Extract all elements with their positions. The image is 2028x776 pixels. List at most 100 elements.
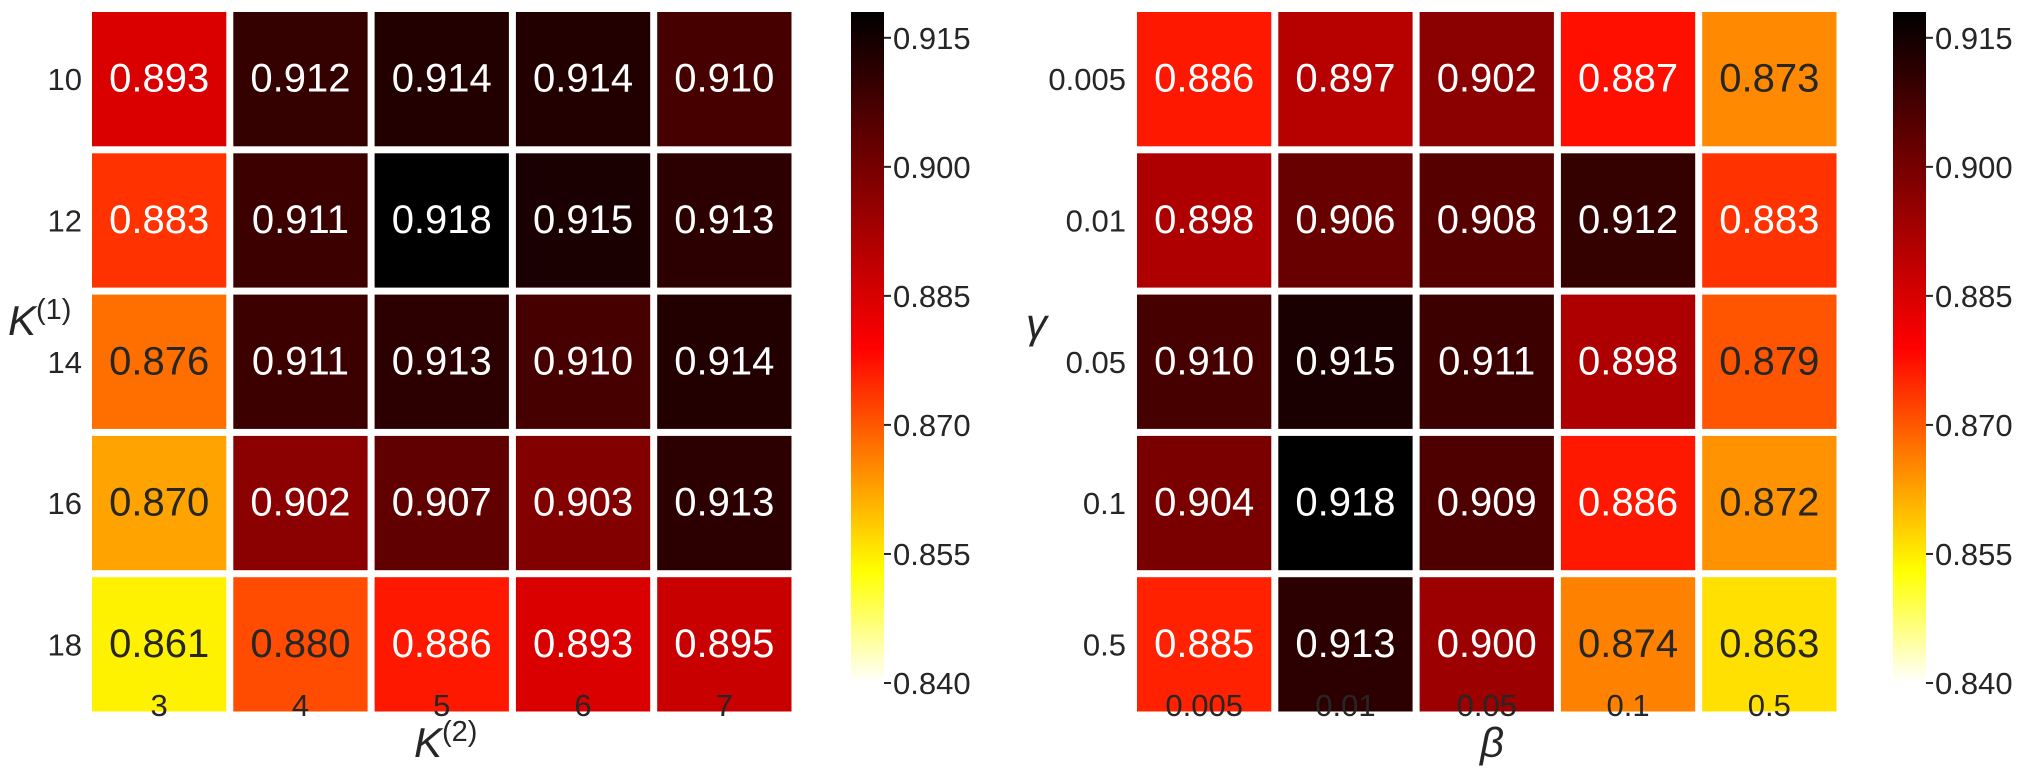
heatmap-cell [1560, 153, 1696, 288]
cell-value-label: 0.918 [1295, 481, 1395, 525]
cell-value-label: 0.913 [674, 481, 774, 525]
heatmap-cell [233, 153, 368, 288]
heatmap-cell [657, 577, 792, 712]
x-tick-label: 3 [151, 688, 168, 723]
y-tick-labels: 0.005 0.01 0.05 0.1 0.5 [1048, 62, 1126, 662]
cell-value-label: 0.912 [1578, 198, 1678, 242]
cell-value-label: 0.874 [1578, 622, 1678, 666]
cell-value-label: 0.886 [1578, 481, 1678, 525]
cell-value-label: 0.908 [1437, 198, 1537, 242]
heatmap-cell [1137, 294, 1272, 429]
cell-value-label: 0.912 [250, 57, 350, 101]
heatmap-cell [92, 294, 227, 429]
cell-value-label: 0.885 [1154, 622, 1254, 666]
cell-value-label: 0.898 [1154, 198, 1254, 242]
cell-value-label: 0.895 [674, 622, 774, 666]
colorbar-tick-label: 0.855 [893, 537, 971, 572]
heatmap-cell [92, 153, 227, 288]
colorbar-tick-label: 0.915 [893, 21, 971, 56]
cell-value-label: 0.907 [392, 481, 492, 525]
cell-value-label: 0.913 [1295, 622, 1395, 666]
y-tick-label: 14 [48, 345, 82, 380]
cell-value-label: 0.898 [1578, 339, 1678, 383]
colorbar-gradient [1893, 12, 1926, 683]
cell-value-label: 0.918 [392, 198, 492, 242]
colorbar-tick-label: 0.900 [1935, 150, 2013, 185]
heatmap-cell [1137, 153, 1272, 288]
x-tick-label: 5 [433, 688, 450, 723]
colorbar-tick-label: 0.840 [1935, 666, 2013, 701]
heatmap-cell [374, 12, 509, 147]
cell-value-label: 0.893 [109, 57, 209, 101]
cell-value-label: 0.883 [1719, 198, 1819, 242]
cell-value-label: 0.873 [1719, 57, 1819, 101]
heatmap-cell [1278, 435, 1413, 571]
x-tick-labels: 3 4 5 6 7 [151, 688, 733, 723]
heatmap-cells: 0.893 0.912 0.914 0.914 0.910 0.883 0.911 0.918… [92, 12, 792, 712]
cell-value-label: 0.914 [674, 339, 774, 383]
x-axis-title: K(2) [414, 716, 477, 766]
cell-value-label: 0.880 [250, 622, 350, 666]
colorbar-tick-label: 0.915 [1935, 21, 2013, 56]
cell-value-label: 0.887 [1578, 57, 1678, 101]
colorbar-tick-label: 0.900 [893, 150, 971, 185]
heatmap-cell [374, 435, 509, 571]
colorbar: 0.915 0.900 0.885 0.870 0.855 0.840 [1893, 12, 2013, 701]
cell-value-label: 0.886 [1154, 57, 1254, 101]
y-tick-label: 0.01 [1066, 203, 1126, 238]
heatmap-cell [1278, 153, 1413, 288]
heatmap-cell [1419, 153, 1554, 288]
x-tick-label: 0.01 [1315, 688, 1375, 723]
colorbar-tick-label: 0.870 [1935, 408, 2013, 443]
cell-value-label: 0.915 [1295, 339, 1395, 383]
heatmap-cell [233, 12, 368, 147]
cell-value-label: 0.903 [533, 481, 633, 525]
x-tick-label: 0.5 [1748, 688, 1791, 723]
colorbar-tick-label: 0.885 [1935, 279, 2013, 314]
heatmap-cell [233, 577, 368, 712]
y-tick-label: 18 [48, 627, 82, 662]
heatmap-cell [515, 577, 651, 712]
heatmap-cell [1419, 294, 1554, 429]
colorbar-tick-label: 0.885 [893, 279, 971, 314]
y-tick-label: 12 [48, 203, 82, 238]
x-tick-label: 6 [574, 688, 591, 723]
colorbar-tick-label: 0.840 [893, 666, 971, 701]
y-tick-label: 16 [48, 486, 82, 521]
heatmap-cell [1137, 12, 1272, 147]
heatmap-cell [233, 294, 368, 429]
y-tick-label: 10 [48, 62, 82, 97]
heatmap-cell [1419, 12, 1554, 147]
cell-value-label: 0.870 [109, 481, 209, 525]
cell-value-label: 0.879 [1719, 339, 1819, 383]
cell-value-label: 0.897 [1295, 57, 1395, 101]
heatmap-cell [657, 435, 792, 571]
heatmap-cell [1278, 577, 1413, 712]
x-tick-label: 7 [716, 688, 733, 723]
x-tick-label: 0.005 [1165, 688, 1243, 723]
cell-value-label: 0.876 [109, 339, 209, 383]
heatmap-cell [1702, 435, 1837, 571]
colorbar-tick-label: 0.870 [893, 408, 971, 443]
heatmap-cell [1560, 577, 1696, 712]
cell-value-label: 0.910 [1154, 339, 1254, 383]
y-tick-labels: 10 12 14 16 18 [48, 62, 82, 662]
heatmap-cell [92, 435, 227, 571]
heatmap-cell [1419, 577, 1554, 712]
heatmap-cell [1702, 294, 1837, 429]
cell-value-label: 0.900 [1437, 622, 1537, 666]
cell-value-label: 0.906 [1295, 198, 1395, 242]
cell-value-label: 0.911 [252, 339, 349, 383]
heatmap-cell [1419, 435, 1554, 571]
heatmap-cell [233, 435, 368, 571]
y-tick-label: 0.1 [1083, 486, 1126, 521]
heatmap-cell [1278, 294, 1413, 429]
y-axis-title: K(1) [8, 294, 71, 344]
cell-value-label: 0.915 [533, 198, 633, 242]
colorbar: 0.915 0.900 0.885 0.870 0.855 0.840 [851, 12, 971, 701]
y-tick-label: 0.005 [1048, 62, 1126, 97]
cell-value-label: 0.914 [533, 57, 633, 101]
cell-value-label: 0.902 [250, 481, 350, 525]
cell-value-label: 0.902 [1437, 57, 1537, 101]
